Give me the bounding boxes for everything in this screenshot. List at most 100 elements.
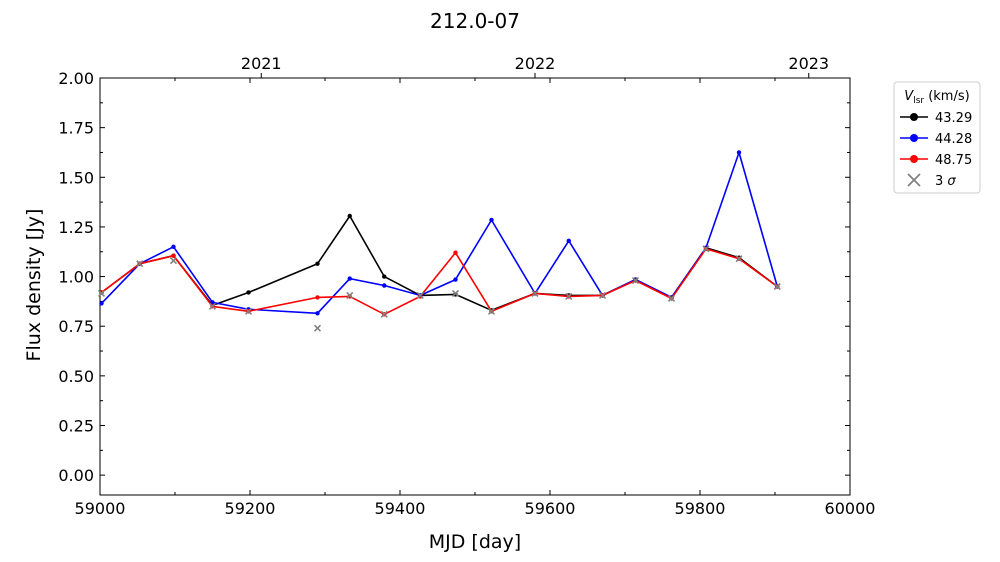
series-line-43.29 (101, 215, 778, 312)
top-year-tick-label: 2023 (788, 54, 829, 73)
data-point-44.28 (566, 238, 571, 244)
legend-title-subscript: lsr (913, 96, 924, 106)
legend-box (893, 81, 981, 194)
sigma-marker-stroke (735, 255, 743, 263)
sigma-marker (136, 260, 144, 268)
sigma-marker-stroke (487, 307, 496, 315)
sigma-marker (565, 292, 573, 300)
x-tick-label: 59400 (375, 499, 426, 518)
sigma-marker (773, 282, 781, 291)
y-tick-label: 0.50 (58, 367, 94, 386)
sigma-marker-stroke (380, 310, 388, 318)
sigma-marker (598, 291, 607, 300)
sigma-marker (313, 324, 322, 332)
x-axis-title: MJD [day] (429, 531, 521, 553)
legend-sigma-number: 3 (935, 174, 947, 189)
data-point-48.75 (315, 295, 320, 300)
data-point-48.75 (171, 253, 176, 258)
legend-title-units: (km/s) (924, 89, 970, 104)
data-point-44.28 (453, 277, 458, 282)
sigma-marker (346, 291, 354, 300)
data-point-43.29 (382, 274, 387, 279)
data-point-44.28 (171, 244, 176, 249)
y-tick-label: 2.00 (58, 69, 94, 88)
sigma-marker-stroke (702, 245, 710, 253)
sigma-marker-stroke (667, 294, 676, 302)
sigma-marker (380, 310, 388, 318)
legend-sigma-symbol: σ (947, 174, 956, 189)
sigma-marker (702, 245, 710, 253)
sigma-marker-stroke (244, 307, 253, 315)
legend-label-43.29: 43.29 (935, 111, 972, 126)
data-point-44.28 (210, 300, 215, 305)
series-line-44.28 (100, 151, 779, 315)
y-tick-label: 0.75 (58, 317, 94, 336)
legend-label-44.28: 44.28 (935, 132, 972, 147)
y-axis-title: Flux density [Jy] (23, 209, 45, 362)
legend: Vlsr (km/s) 43.29 44.28 48.75 3 σ (893, 81, 981, 194)
sigma-marker-stroke (416, 291, 424, 300)
x-tick-label: 60000 (825, 499, 876, 518)
legend-label-48.75: 48.75 (935, 153, 972, 168)
data-point-44.28 (489, 217, 494, 223)
top-year-tick-label: 2021 (241, 54, 282, 73)
sigma-marker (631, 276, 640, 285)
sigma-marker (487, 307, 496, 315)
x-tick-label: 59000 (75, 499, 126, 518)
sigma-marker (667, 294, 676, 302)
y-tick-label: 0.00 (58, 466, 94, 485)
sigma-marker-stroke (313, 324, 322, 332)
sigma-marker-stroke (208, 302, 217, 310)
legend-title: Vlsr (km/s) (904, 89, 969, 106)
legend-marker-48.75 (910, 155, 918, 163)
legend-marker-44.28 (910, 134, 918, 142)
sigma-marker (97, 289, 106, 298)
x-tick-label: 59600 (525, 499, 576, 518)
sigma-marker-stroke (169, 257, 178, 265)
legend-label-sigma: 3 σ (935, 174, 956, 189)
sigma-marker-stroke (565, 292, 573, 300)
data-point-44.28 (382, 283, 387, 288)
legend-title-symbol: V (904, 89, 914, 104)
sigma-marker-stroke (97, 289, 106, 298)
data-point-44.28 (99, 301, 104, 306)
sigma-marker (244, 307, 253, 315)
legend-marker-43.29 (910, 113, 918, 121)
legend-sigma-marker (907, 173, 921, 187)
data-point-43.29 (315, 261, 320, 266)
chart-title: 212.0-07 (430, 9, 520, 33)
sigma-marker-stroke (531, 289, 539, 298)
sigma-marker (169, 257, 178, 265)
x-tick-label: 59800 (675, 499, 726, 518)
y-tick-label: 1.00 (58, 268, 94, 287)
data-point-43.29 (246, 290, 251, 295)
data-point-48.75 (453, 250, 458, 255)
y-tick-label: 1.75 (58, 119, 94, 138)
sigma-marker (416, 291, 424, 300)
y-tick-label: 1.50 (58, 168, 94, 187)
sigma-marker-stroke (136, 260, 144, 268)
sigma-marker-stroke (773, 282, 781, 291)
sigma-marker (735, 255, 743, 263)
x-tick-label: 59200 (225, 499, 276, 518)
plot-frame (99, 77, 851, 496)
data-point-43.29 (347, 213, 352, 219)
series-layer (97, 150, 781, 332)
top-year-tick-label: 2022 (515, 54, 556, 73)
sigma-marker (451, 289, 460, 298)
legend-sigma-stroke (907, 173, 921, 187)
sigma-marker (531, 289, 539, 298)
y-tick-label: 1.25 (58, 218, 94, 237)
sigma-marker-stroke (598, 291, 607, 300)
data-point-44.28 (347, 276, 352, 281)
series-line-48.75 (101, 248, 778, 316)
y-tick-label: 0.25 (58, 417, 94, 436)
sigma-marker-stroke (346, 291, 354, 300)
sigma-marker (208, 302, 217, 310)
sigma-marker-stroke (451, 289, 460, 298)
data-point-44.28 (315, 311, 320, 316)
sigma-marker-stroke (631, 276, 640, 285)
data-point-44.28 (736, 150, 742, 155)
axes-layer: 59000 59200 59400 59600 59800 60000 0.00 0.25 0.… (58, 54, 875, 518)
